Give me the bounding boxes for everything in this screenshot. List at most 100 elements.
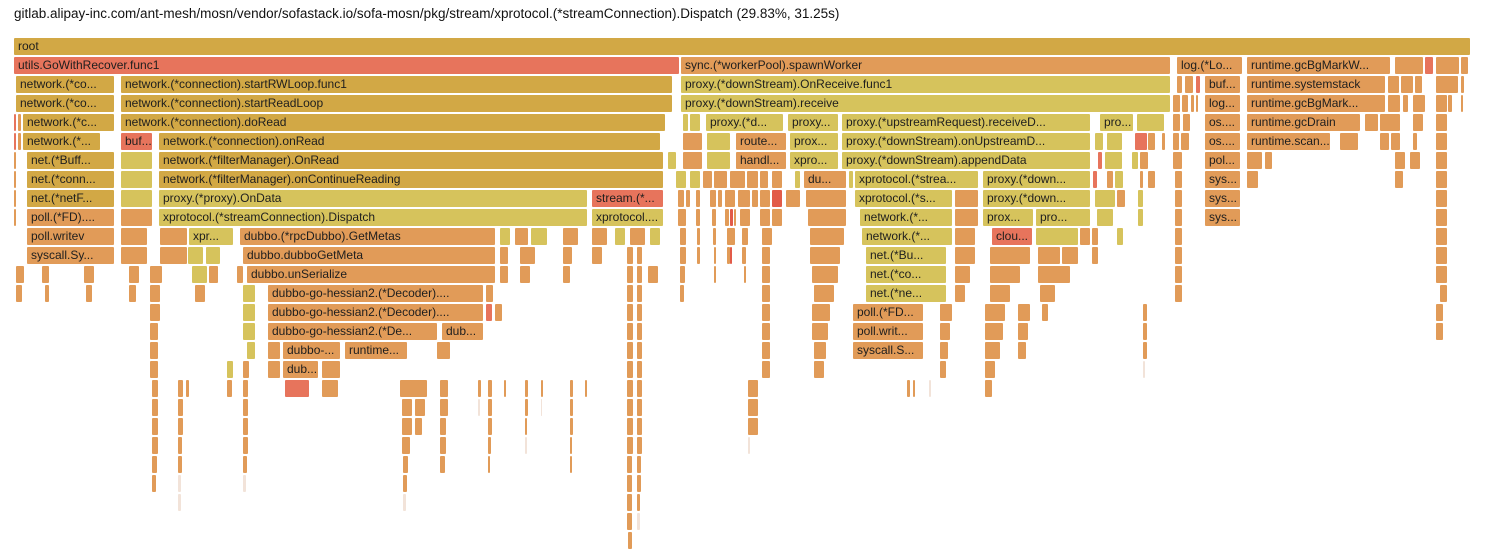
frame-sliver[interactable] (403, 456, 408, 473)
frame-sliver[interactable] (913, 380, 915, 397)
frame-net-bu[interactable]: net.(*Bu... (866, 247, 946, 264)
frame-sliver[interactable] (121, 190, 152, 207)
frame-sliver[interactable] (1395, 152, 1405, 169)
frame-sliver[interactable] (402, 437, 410, 454)
frame-sliver[interactable] (1138, 209, 1143, 226)
frame-sliver[interactable] (762, 323, 770, 340)
frame-sliver[interactable] (718, 190, 722, 207)
frame-sliver[interactable] (985, 304, 1005, 321)
frame-sliver[interactable] (1173, 152, 1182, 169)
frame-sliver[interactable] (1340, 133, 1358, 150)
frame-sliver[interactable] (650, 228, 660, 245)
frame-sliver[interactable] (637, 247, 642, 264)
frame-sliver[interactable] (1175, 171, 1182, 188)
frame-sliver[interactable] (762, 361, 770, 378)
frame-sliver[interactable] (627, 437, 633, 454)
frame-sliver[interactable] (486, 304, 492, 321)
frame-sliver[interactable] (742, 247, 746, 264)
frame-sliver[interactable] (440, 437, 446, 454)
frame-sliver[interactable] (990, 285, 1010, 302)
frame-sliver[interactable] (1175, 285, 1182, 302)
frame-sliver[interactable] (748, 380, 758, 397)
frame-sliver[interactable] (714, 247, 716, 264)
frame-sliver[interactable] (541, 380, 543, 397)
frame-sliver[interactable] (243, 361, 249, 378)
frame-xprotocol-streamconnection-dispatch[interactable]: xprotocol.(*streamConnection).Dispatch (159, 209, 587, 226)
frame-sliver[interactable] (1448, 95, 1452, 112)
frame-sliver[interactable] (488, 437, 491, 454)
frame-dubbo-go-hessian2-decoder[interactable]: dubbo-go-hessian2.(*Decoder).... (268, 304, 483, 321)
frame-sliver[interactable] (150, 266, 162, 283)
frame-net-conn[interactable]: net.(*conn... (27, 171, 114, 188)
frame-sliver[interactable] (940, 342, 948, 359)
frame-sliver[interactable] (849, 171, 853, 188)
frame-sliver[interactable] (1107, 133, 1122, 150)
frame-sliver[interactable] (678, 190, 684, 207)
frame-proxy-proxy-ondata[interactable]: proxy.(*proxy).OnData (159, 190, 587, 207)
frame-sliver[interactable] (738, 190, 750, 207)
frame-sliver[interactable] (437, 342, 450, 359)
frame-sliver[interactable] (940, 323, 950, 340)
frame-sliver[interactable] (570, 418, 573, 435)
frame-sliver[interactable] (748, 418, 758, 435)
frame-sliver[interactable] (637, 494, 640, 511)
frame-sliver[interactable] (627, 342, 633, 359)
frame-sliver[interactable] (243, 304, 255, 321)
frame-sliver[interactable] (1196, 95, 1198, 112)
frame-sliver[interactable] (637, 266, 642, 283)
frame-sliver[interactable] (725, 209, 729, 226)
frame-sliver[interactable] (152, 399, 158, 416)
frame-sliver[interactable] (668, 152, 676, 169)
frame-sliver[interactable] (814, 285, 834, 302)
frame-sliver[interactable] (16, 266, 24, 283)
frame-sliver[interactable] (707, 133, 730, 150)
frame-sliver[interactable] (985, 342, 1000, 359)
frame-proxy-downstream-receive[interactable]: proxy.(*downStream).receive (681, 95, 1170, 112)
frame-sliver[interactable] (1436, 209, 1447, 226)
frame-sliver[interactable] (1175, 228, 1182, 245)
frame-proxy-d[interactable]: proxy.(*d... (706, 114, 783, 131)
frame-runtime-gcbgmark[interactable]: runtime.gcBgMark... (1247, 95, 1385, 112)
frame-sliver[interactable] (786, 190, 800, 207)
frame-sliver[interactable] (195, 285, 205, 302)
frame-sliver[interactable] (186, 380, 189, 397)
frame-sync-workerpool-spawnworker[interactable]: sync.(*workerPool).spawnWorker (681, 57, 1170, 74)
frame-sliver[interactable] (697, 247, 700, 264)
frame-sliver[interactable] (1436, 171, 1447, 188)
frame-sliver[interactable] (402, 418, 412, 435)
frame-network-co[interactable]: network.(*co... (16, 95, 114, 112)
frame-proxy-downstream-onupstreamd[interactable]: proxy.(*downStream).onUpstreamD... (842, 133, 1090, 150)
frame-sliver[interactable] (1461, 95, 1463, 112)
frame-buf[interactable]: buf... (121, 133, 152, 150)
frame-network[interactable]: network.(*... (862, 228, 952, 245)
frame-sliver[interactable] (772, 171, 782, 188)
frame-sliver[interactable] (1162, 133, 1165, 150)
frame-sliver[interactable] (178, 380, 183, 397)
frame-sliver[interactable] (1175, 209, 1182, 226)
frame-xprotocol-s[interactable]: xprotocol.(*s... (855, 190, 952, 207)
frame-dubbo-rpcdubbo-getmetas[interactable]: dubbo.(*rpcDubbo).GetMetas (240, 228, 495, 245)
frame-sliver[interactable] (322, 380, 338, 397)
frame-sliver[interactable] (42, 266, 49, 283)
frame-sliver[interactable] (955, 247, 975, 264)
frame-sliver[interactable] (1436, 95, 1447, 112)
frame-network[interactable]: network.(*... (860, 209, 952, 226)
frame-sliver[interactable] (637, 456, 641, 473)
frame-dub[interactable]: dub... (442, 323, 483, 340)
frame-sliver[interactable] (1117, 228, 1123, 245)
frame-prox[interactable]: prox... (983, 209, 1033, 226)
frame-sliver[interactable] (814, 342, 826, 359)
frame-sliver[interactable] (1413, 133, 1417, 150)
frame-sliver[interactable] (150, 323, 158, 340)
frame-xpro[interactable]: xpro... (790, 152, 838, 169)
frame-sliver[interactable] (727, 247, 730, 264)
frame-sliver[interactable] (985, 380, 992, 397)
frame-sliver[interactable] (627, 380, 633, 397)
frame-dubbo-dubbogetmeta[interactable]: dubbo.dubboGetMeta (243, 247, 495, 264)
frame-sliver[interactable] (178, 418, 183, 435)
frame-utils-gowithrecover-func1[interactable]: utils.GoWithRecover.func1 (14, 57, 679, 74)
frame-sliver[interactable] (1140, 171, 1143, 188)
frame-sliver[interactable] (1388, 95, 1400, 112)
frame-network-connection-onread[interactable]: network.(*connection).onRead (159, 133, 660, 150)
frame-sliver[interactable] (209, 266, 218, 283)
